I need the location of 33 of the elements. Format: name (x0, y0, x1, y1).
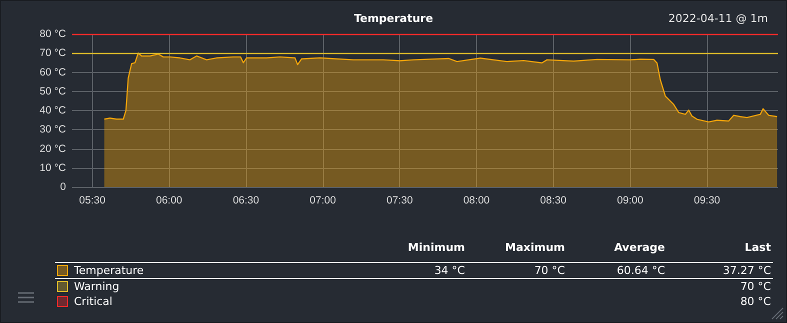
x-tick-label: 07:30 (386, 194, 413, 206)
x-tick-label: 09:30 (694, 194, 720, 206)
x-tick-label: 06:00 (156, 194, 182, 206)
y-tick-label: 40 °C (40, 104, 66, 116)
text: 70 °C (533, 263, 565, 278)
chart-title: Temperature (354, 12, 434, 25)
x-tick-label: 05:30 (79, 194, 106, 206)
y-tick-label: 10 °C (40, 162, 66, 174)
y-tick-label: 60 °C (40, 66, 66, 78)
x-tick-label: 07:00 (310, 194, 336, 206)
text: Average (613, 240, 665, 255)
x-tick-label: 08:00 (463, 194, 490, 206)
y-tick-label: 50 °C (40, 85, 66, 98)
y-tick-label: 20 °C (40, 142, 66, 155)
y-tick-label: 0 (60, 181, 66, 193)
x-tick-label: 06:30 (232, 194, 260, 206)
x-tick-label: 09:00 (617, 194, 644, 206)
text: Maximum (504, 240, 565, 255)
text: 34 °C (433, 263, 465, 278)
legend-label: Temperature (74, 263, 144, 278)
text: Last (744, 240, 771, 255)
text: Minimum (406, 240, 465, 255)
x-tick-label: 08:30 (540, 194, 567, 206)
text: 60.64 °C (616, 263, 665, 278)
text: 37.27 °C (722, 263, 771, 278)
text: 80 °C (739, 294, 771, 309)
y-tick-label: 70 °C (40, 47, 66, 60)
y-tick-label: 80 °C (40, 28, 66, 40)
chart-subtitle: 2022-04-11 @ 1m (668, 12, 768, 25)
y-tick-label: 30 °C (40, 124, 66, 136)
legend-label: Critical (74, 294, 112, 309)
text: 70 °C (739, 279, 771, 294)
legend-label: Warning (74, 279, 120, 294)
